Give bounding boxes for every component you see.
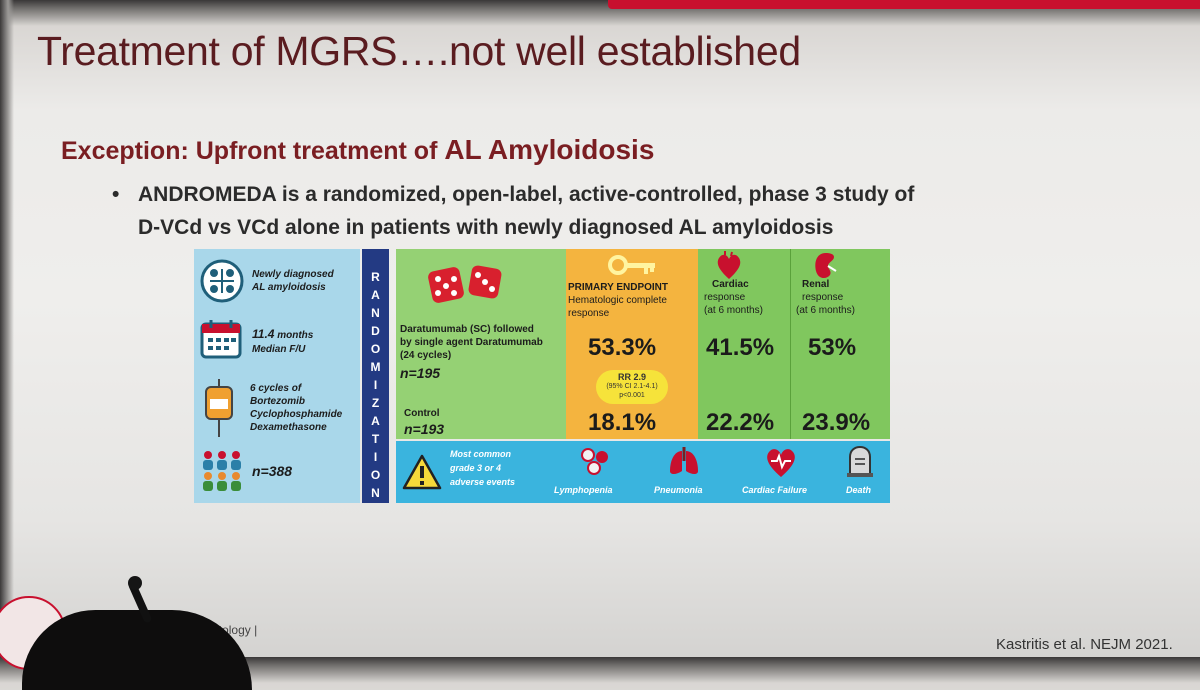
andromeda-infographic: Newly diagnosed AL amyloidosis 11.4 mont… [194, 249, 890, 503]
ae-label-line-1: Most common [450, 449, 512, 459]
renal-treatment-value: 53% [808, 334, 857, 361]
control-arm-label: Control [404, 408, 440, 419]
randomization-letter: I [373, 450, 378, 464]
laser-pointer-tip [128, 576, 142, 590]
randomization-bar: R A N D O M I Z A T I O N [362, 249, 389, 503]
treatment-arm-line-1: Daratumumab (SC) followed [400, 324, 534, 335]
regimen-line-1: 6 cycles of [250, 383, 302, 394]
header-accent-strip [608, 0, 1200, 9]
ae-item-pneumonia: Pneumonia [654, 485, 703, 495]
renal-header-2: response [802, 292, 844, 303]
randomization-letter: O [370, 468, 381, 482]
heart-icon [717, 251, 741, 279]
followup-value: 11.4 [252, 327, 275, 341]
randomization-letter: I [373, 378, 378, 392]
bullet-line-2: D-VCd vs VCd alone in patients with newl… [138, 216, 834, 239]
key-icon [608, 255, 655, 275]
randomization-letter: D [371, 324, 380, 338]
primary-control-value: 18.1% [588, 409, 657, 436]
iv-bag-icon [205, 379, 233, 437]
regimen-line-3: Cyclophosphamide [250, 409, 343, 420]
diagnosis-line-1: Newly diagnosed [252, 269, 334, 280]
renal-control-value: 23.9% [802, 409, 871, 436]
patients-group-icon [203, 451, 241, 491]
randomization-letter: M [370, 360, 381, 374]
audience-head-silhouette [22, 610, 252, 690]
regimen-line-2: Bortezomib [250, 396, 305, 407]
warning-icon [402, 454, 442, 490]
cardiac-control-value: 22.2% [706, 409, 775, 436]
slide-edge-shadow [0, 0, 14, 657]
cardiac-treatment-value: 41.5% [706, 334, 775, 361]
kidney-icon [815, 253, 837, 279]
total-patients: n=388 [252, 463, 293, 479]
cardiac-failure-icon [767, 449, 795, 477]
treatment-arms-panel: Daratumumab (SC) followed by single agen… [396, 249, 566, 439]
randomization-letter: A [371, 414, 380, 428]
diagnosis-line-2: AL amyloidosis [252, 282, 326, 293]
lungs-icon [670, 447, 698, 474]
renal-header-3: (at 6 months) [796, 305, 855, 316]
bullet-line-1: ANDROMEDA is a randomized, open-label, a… [138, 183, 915, 206]
dice-icon [428, 265, 502, 303]
slide-subtitle: Exception: Upfront treatment of AL Amylo… [61, 134, 654, 166]
calendar-icon [200, 320, 242, 359]
rr-main: RR 2.9 [617, 372, 646, 382]
control-arm-n: n=193 [404, 421, 445, 437]
ae-item-death: Death [846, 485, 872, 495]
relative-risk-badge: RR 2.9 (95% CI 2.1-4.1) p<0.001 [596, 370, 668, 404]
study-population-panel: Newly diagnosed AL amyloidosis 11.4 mont… [194, 249, 360, 503]
rr-ci: (95% CI 2.1-4.1) [606, 383, 658, 390]
tombstone-icon [847, 445, 873, 477]
subtitle-prefix: Exception: Upfront treatment of [61, 137, 445, 165]
subtitle-emphasis: AL Amyloidosis [444, 134, 655, 165]
primary-endpoint-panel: PRIMARY ENDPOINT Hematologic complete re… [566, 249, 698, 439]
followup-label: Median F/U [252, 344, 306, 355]
treatment-arm-n: n=195 [400, 365, 441, 381]
adverse-events-panel: Most common grade 3 or 4 adverse events … [396, 441, 890, 503]
regimen-line-4: Dexamethasone [250, 422, 327, 433]
treatment-arm-line-2: by single agent Daratumumab [400, 337, 543, 348]
amyloid-cells-icon [200, 259, 244, 303]
cardiac-header-1: Cardiac [712, 279, 749, 290]
ae-label-line-2: grade 3 or 4 [450, 463, 502, 473]
bullet-dot: • [112, 183, 120, 206]
randomization-letter: A [371, 288, 380, 302]
slide-title: Treatment of MGRS….not well established [37, 28, 801, 74]
blood-cells-icon [581, 448, 608, 475]
primary-endpoint-header-3: response [568, 308, 610, 319]
organ-response-panel: Cardiac response (at 6 months) 41.5% 22.… [698, 249, 890, 439]
ae-item-lymphopenia: Lymphopenia [554, 485, 613, 495]
randomization-letter: N [371, 306, 380, 320]
primary-endpoint-header-1: PRIMARY ENDPOINT [568, 282, 669, 293]
rr-p: p<0.001 [619, 392, 645, 399]
ae-label-line-3: adverse events [450, 477, 516, 487]
randomization-letter: T [371, 432, 380, 446]
renal-header-1: Renal [802, 279, 830, 290]
randomization-letter: Z [371, 396, 380, 410]
randomization-letter: O [370, 342, 381, 356]
treatment-arm-line-3: (24 cycles) [400, 350, 452, 361]
followup-value-line: 11.4 months [252, 327, 313, 341]
ae-item-cardiac-failure: Cardiac Failure [742, 485, 808, 495]
cardiac-header-2: response [704, 292, 746, 303]
randomization-letter: R [371, 270, 380, 284]
primary-endpoint-header-2: Hematologic complete [568, 295, 667, 306]
primary-treatment-value: 53.3% [588, 334, 657, 361]
column-divider [790, 249, 791, 439]
citation: Kastritis et al. NEJM 2021. [996, 636, 1173, 653]
randomization-letter: N [371, 486, 380, 500]
followup-unit: months [274, 330, 314, 341]
cardiac-header-3: (at 6 months) [704, 305, 763, 316]
